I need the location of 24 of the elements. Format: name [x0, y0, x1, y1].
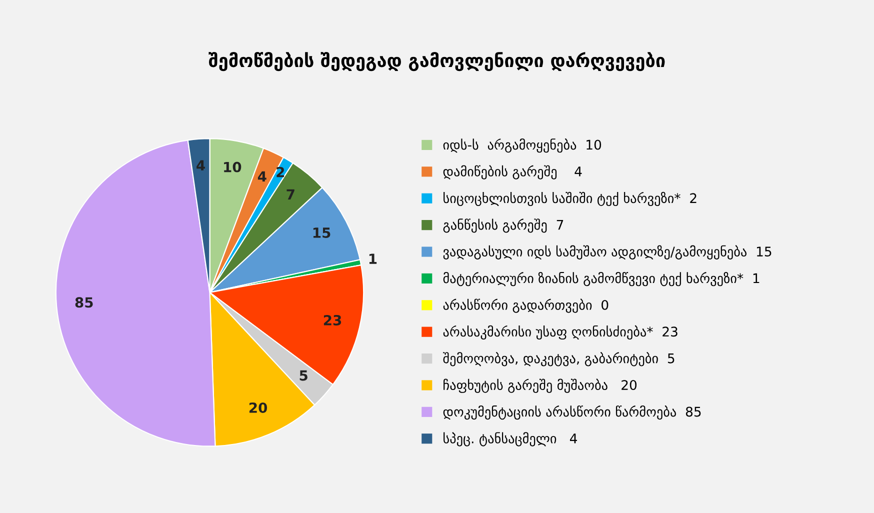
legend-label: არასაკმარისი უსაფ ღონისძიება* 23	[443, 325, 678, 340]
data-label: 2	[276, 166, 284, 178]
legend-label: იდს-ს არგამოყენება 10	[443, 138, 602, 153]
legend-label: არასწორი გადართვები 0	[443, 298, 608, 313]
data-label: 85	[75, 297, 93, 308]
legend-label: დოკუმენტაციის არასწორი წარმოება 85	[443, 405, 701, 420]
legend-label: შემოღობვა, დაკეტვა, გაბარიტები 5	[443, 352, 674, 366]
data-label: 10	[224, 162, 242, 172]
legend-label: სიცოცხლისთვის საშიში ტექ ხარვეზი* 2	[444, 192, 696, 206]
legend-label: ვადაგასული იდს სამუშაო ადგილზე/გამოყენება 15	[443, 245, 772, 260]
legend-label: განწესის გარეშე 7	[443, 218, 564, 233]
chart-title: შემოწმების შედეგად გამოვლენილი დარღვევები	[208, 52, 665, 72]
data-label: 1	[369, 254, 377, 264]
legend-label: ჩაფხუტის გარეშე მუშაობა 20	[444, 378, 637, 393]
data-label: 5	[300, 370, 308, 381]
legend-label: სპეც. ტანსაცმელი 4	[444, 432, 577, 446]
data-label: 15	[313, 228, 330, 238]
data-label: 7	[286, 189, 294, 200]
legend-label: მატერიალური ზიანის გამომწვევი ტექ ხარვეზი* 1	[443, 272, 760, 286]
data-label: 20	[249, 402, 268, 413]
legend-label: დამიწების გარეშე 4	[443, 165, 582, 180]
data-label: 4	[258, 171, 266, 182]
data-label: 4	[196, 160, 205, 170]
data-label: 23	[324, 314, 342, 326]
